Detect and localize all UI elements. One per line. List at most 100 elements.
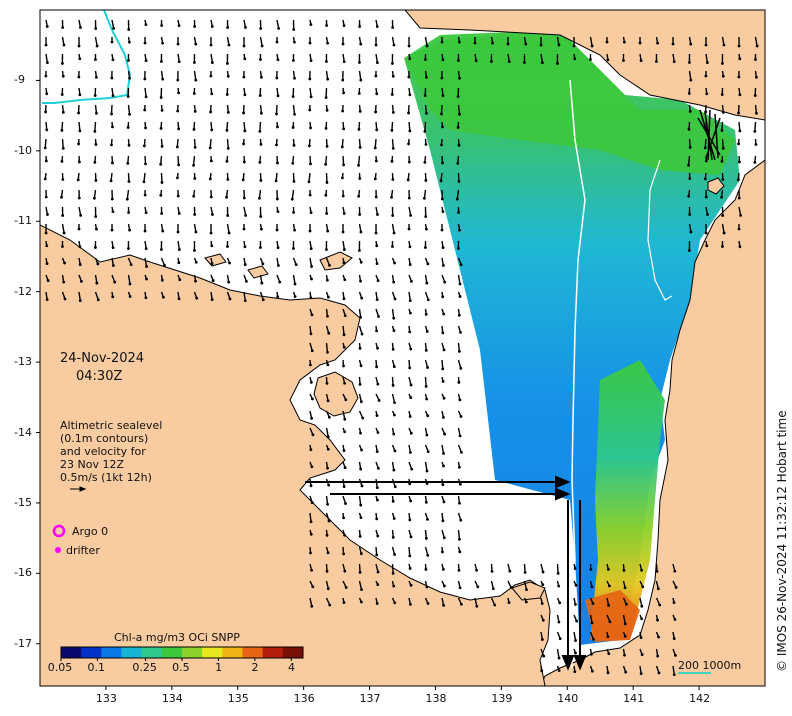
- velocity-vector-head: [143, 193, 147, 197]
- velocity-vector-head: [95, 227, 98, 231]
- velocity-vector-head: [177, 297, 181, 301]
- velocity-vector-head: [111, 94, 115, 98]
- velocity-vector: [78, 291, 81, 301]
- velocity-vector-head: [442, 500, 446, 504]
- velocity-vector-head: [96, 298, 100, 302]
- velocity-vector-head: [226, 62, 229, 65]
- velocity-vector-head: [260, 75, 263, 79]
- velocity-vector-head: [359, 78, 363, 82]
- velocity-vector: [457, 104, 461, 115]
- velocity-vector-head: [242, 196, 246, 200]
- lat-tick-label: -11: [14, 214, 32, 228]
- velocity-vector-head: [424, 143, 428, 146]
- velocity-vector-head: [558, 601, 562, 605]
- velocity-vector-head: [242, 75, 246, 79]
- velocity-vector-head: [210, 61, 214, 64]
- velocity-vector-head: [359, 600, 363, 604]
- velocity-vector-head: [60, 129, 64, 132]
- velocity-vector-head: [753, 130, 757, 133]
- velocity-vector-head: [509, 586, 513, 589]
- velocity-vector-head: [721, 74, 725, 78]
- colorbar-segment: [182, 647, 203, 658]
- velocity-vector-head: [244, 213, 248, 217]
- velocity-vector-head: [325, 60, 328, 63]
- velocity-vector-head: [736, 178, 740, 182]
- velocity-vector-head: [143, 41, 147, 45]
- velocity-vector-head: [408, 245, 412, 249]
- velocity-vector-head: [425, 585, 429, 589]
- velocity-vector-head: [720, 93, 724, 96]
- velocity-vector-head: [456, 161, 460, 165]
- velocity-vector: [210, 53, 214, 63]
- velocity-vector: [78, 121, 81, 131]
- velocity-vector-head: [540, 602, 544, 605]
- velocity-vector: [45, 53, 49, 63]
- velocity-vector-head: [293, 295, 297, 298]
- velocity-vector-head: [109, 179, 113, 183]
- velocity-vector-head: [324, 96, 328, 99]
- velocity-vector: [358, 580, 363, 590]
- velocity-vector-head: [126, 95, 130, 98]
- velocity-vector-head: [194, 279, 197, 283]
- velocity-vector-head: [193, 25, 197, 28]
- velocity-vector-head: [244, 26, 247, 29]
- velocity-vector-head: [342, 212, 346, 215]
- velocity-vector-head: [705, 92, 709, 96]
- lat-tick-label: -13: [14, 355, 32, 369]
- velocity-vector-head: [276, 58, 280, 62]
- velocity-vector-head: [393, 553, 396, 556]
- velocity-vector-head: [441, 161, 444, 165]
- velocity-vector-head: [639, 672, 643, 676]
- velocity-vector-head: [260, 111, 263, 115]
- velocity-vector-head: [60, 159, 64, 163]
- velocity-vector-head: [375, 329, 378, 333]
- velocity-vector-head: [426, 298, 430, 302]
- velocity-vector-head: [721, 178, 725, 181]
- velocity-vector-head: [425, 433, 429, 437]
- velocity-vector-head: [243, 263, 247, 266]
- velocity-vector-head: [558, 637, 562, 641]
- velocity-vector: [540, 53, 544, 63]
- velocity-vector-head: [674, 653, 677, 657]
- velocity-vector-head: [61, 178, 65, 181]
- velocity-vector-head: [523, 61, 526, 64]
- velocity-vector-head: [110, 143, 113, 147]
- velocity-vector: [721, 121, 724, 131]
- velocity-vector-head: [493, 603, 497, 607]
- velocity-vector-head: [459, 330, 462, 334]
- velocity-vector-head: [459, 602, 463, 606]
- velocity-vector-head: [424, 348, 428, 352]
- velocity-vector-head: [359, 364, 363, 368]
- velocity-vector-head: [242, 142, 245, 146]
- velocity-vector-head: [127, 28, 131, 31]
- velocity-vector-head: [159, 193, 163, 197]
- velocity-vector-head: [111, 246, 115, 250]
- velocity-vector-head: [292, 180, 296, 183]
- velocity-vector-head: [391, 26, 395, 29]
- velocity-vector: [358, 563, 361, 573]
- velocity-vector: [342, 325, 345, 335]
- velocity-vector-head: [62, 43, 66, 47]
- velocity-vector-head: [738, 93, 742, 97]
- velocity-vector: [573, 631, 577, 641]
- velocity-vector-head: [687, 92, 691, 95]
- velocity-vector: [243, 121, 246, 131]
- velocity-vector-head: [275, 112, 278, 116]
- velocity-vector-head: [557, 669, 561, 672]
- velocity-vector-head: [309, 296, 313, 300]
- velocity-vector: [639, 597, 643, 607]
- velocity-vector-head: [408, 518, 412, 522]
- velocity-vector-head: [94, 27, 98, 30]
- velocity-vector-head: [309, 484, 313, 488]
- velocity-vector-head: [375, 486, 379, 490]
- velocity-vector-head: [605, 40, 609, 44]
- velocity-vector: [556, 563, 559, 574]
- velocity-vector-head: [439, 179, 443, 183]
- velocity-vector-head: [703, 146, 707, 150]
- velocity-vector-head: [557, 584, 561, 588]
- axis-ticks: [36, 79, 700, 690]
- velocity-vector-head: [374, 74, 378, 78]
- velocity-vector-head: [226, 178, 230, 181]
- velocity-vector-head: [624, 670, 628, 674]
- velocity-vector-head: [142, 180, 146, 184]
